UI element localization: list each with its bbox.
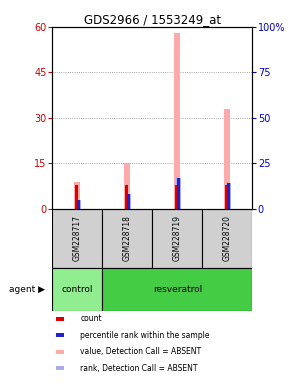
Bar xyxy=(102,209,152,268)
Text: GSM228718: GSM228718 xyxy=(123,215,132,262)
Text: GSM228717: GSM228717 xyxy=(73,215,82,262)
Text: control: control xyxy=(61,285,93,294)
Bar xyxy=(177,178,180,209)
Bar xyxy=(225,185,228,209)
Bar xyxy=(126,194,131,209)
Text: agent ▶: agent ▶ xyxy=(9,285,45,294)
Bar xyxy=(227,184,230,209)
Bar xyxy=(75,185,78,209)
Bar xyxy=(56,317,64,321)
Bar xyxy=(127,194,130,209)
Bar xyxy=(125,185,128,209)
Bar xyxy=(52,268,102,311)
Text: GSM228720: GSM228720 xyxy=(223,215,232,262)
Text: value, Detection Call = ABSENT: value, Detection Call = ABSENT xyxy=(80,347,201,356)
Bar xyxy=(175,185,178,209)
Bar xyxy=(226,184,231,209)
Bar xyxy=(124,163,130,209)
Bar xyxy=(74,182,80,209)
Bar xyxy=(56,366,64,370)
Bar xyxy=(202,209,252,268)
Bar xyxy=(152,209,202,268)
Text: resveratrol: resveratrol xyxy=(153,285,202,294)
Bar xyxy=(176,178,181,209)
Bar xyxy=(76,200,81,209)
Bar xyxy=(56,350,64,354)
Text: percentile rank within the sample: percentile rank within the sample xyxy=(80,331,210,340)
Bar xyxy=(52,209,102,268)
Bar xyxy=(56,333,64,338)
Text: GSM228719: GSM228719 xyxy=(173,215,182,262)
Text: count: count xyxy=(80,314,102,323)
Bar xyxy=(224,109,230,209)
Bar xyxy=(174,33,180,209)
Bar xyxy=(77,200,80,209)
Title: GDS2966 / 1553249_at: GDS2966 / 1553249_at xyxy=(84,13,221,26)
Text: rank, Detection Call = ABSENT: rank, Detection Call = ABSENT xyxy=(80,364,198,372)
Bar xyxy=(102,268,252,311)
